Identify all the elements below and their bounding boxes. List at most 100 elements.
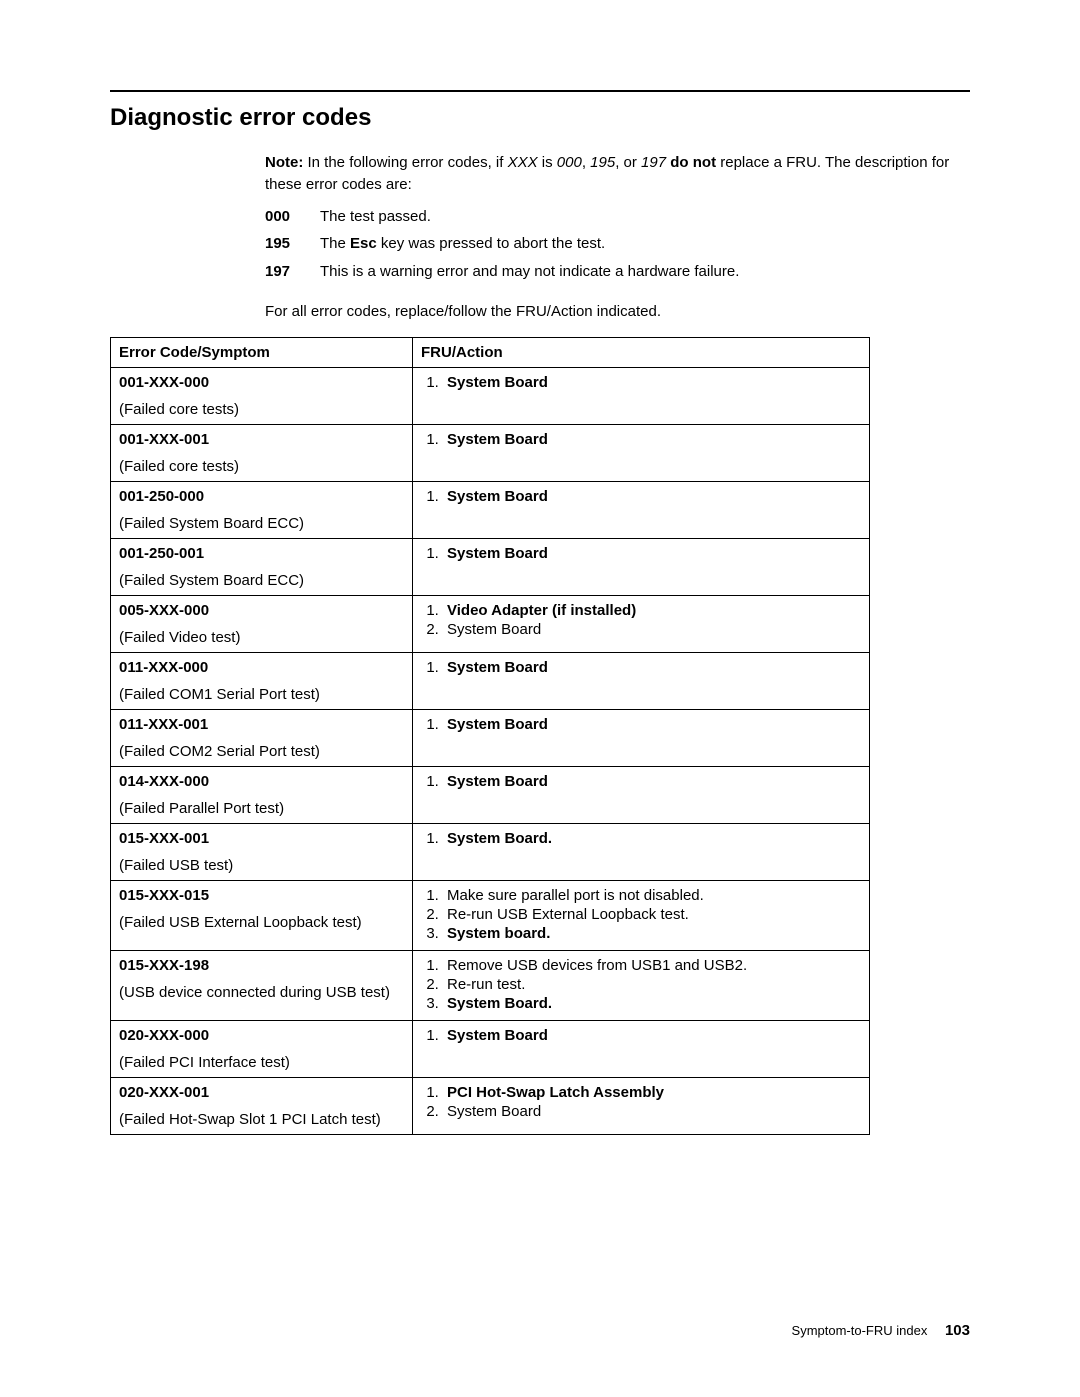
note-c1: 000 (557, 154, 582, 171)
note-sep1: , (582, 154, 590, 171)
page-title: Diagnostic error codes (110, 104, 970, 132)
action-list: System Board (421, 545, 861, 562)
error-code-cell: 015-XXX-015 (Failed USB External Loopback… (111, 880, 413, 950)
error-code-cell: 001-250-000 (Failed System Board ECC) (111, 481, 413, 538)
error-code-cell: 015-XXX-198 (USB device connected during … (111, 950, 413, 1020)
error-code-cell: 001-XXX-000 (Failed core tests) (111, 367, 413, 424)
page: Diagnostic error codes Note: In the foll… (0, 0, 1080, 1397)
table-row: 005-XXX-000(Failed Video test)Video Adap… (111, 595, 870, 652)
action-item: System Board. (443, 830, 861, 847)
error-description: (Failed USB External Loopback test) (119, 914, 404, 931)
fru-action-cell: System Board (413, 481, 870, 538)
action-item: System Board (443, 1027, 861, 1044)
table-row: 015-XXX-198 (USB device connected during … (111, 950, 870, 1020)
definition-code: 195 (265, 233, 320, 255)
table-row: 001-XXX-000 (Failed core tests) System Boa… (111, 367, 870, 424)
action-item: System Board (443, 773, 861, 790)
note-line: Note: In the following error codes, if X… (265, 152, 970, 196)
error-code: 001-XXX-001 (119, 431, 404, 448)
definition-row: 000The test passed. (265, 206, 970, 228)
error-code: 011-XXX-000 (119, 659, 404, 676)
definition-row: 197This is a warning error and may not i… (265, 261, 970, 283)
error-description: (USB device connected during USB test) (119, 984, 404, 1001)
error-code-cell: 001-XXX-001 (Failed core tests) (111, 424, 413, 481)
error-code: 001-250-001 (119, 545, 404, 562)
error-code: 015-XXX-015 (119, 887, 404, 904)
fru-action-cell: Make sure parallel port is not disabled.… (413, 880, 870, 950)
fru-action-cell: System Board (413, 766, 870, 823)
error-code: 020-XXX-000 (119, 1027, 404, 1044)
action-item: System Board (443, 488, 861, 505)
action-item: System Board (443, 431, 861, 448)
error-description: (Failed System Board ECC) (119, 515, 404, 532)
action-list: PCI Hot-Swap Latch Assembly System Board (421, 1084, 861, 1120)
action-item: Make sure parallel port is not disabled. (443, 887, 861, 904)
action-list: System Board (421, 716, 861, 733)
action-item: PCI Hot-Swap Latch Assembly (443, 1084, 861, 1101)
error-code-cell: 020-XXX-000 (Failed PCI Interface test) (111, 1020, 413, 1077)
error-code: 011-XXX-001 (119, 716, 404, 733)
action-item: Remove USB devices from USB1 and USB2. (443, 957, 861, 974)
error-description: (Failed COM2 Serial Port test) (119, 743, 404, 760)
table-row: 014-XXX-000(Failed Parallel Port test) Sy… (111, 766, 870, 823)
table-row: 011-XXX-001 (Failed COM2 Serial Port test… (111, 709, 870, 766)
action-item: Re-run USB External Loopback test. (443, 906, 861, 923)
error-code-cell: 001-250-001 (Failed System Board ECC) (111, 538, 413, 595)
error-description: (Failed core tests) (119, 401, 404, 418)
error-code: 014-XXX-000 (119, 773, 404, 790)
action-item: System Board (443, 1103, 861, 1120)
error-code: 001-250-000 (119, 488, 404, 505)
table-row: 001-250-000 (Failed System Board ECC) Syst… (111, 481, 870, 538)
definition-text: This is a warning error and may not indi… (320, 261, 970, 283)
error-code-cell: 015-XXX-001(Failed USB test) (111, 823, 413, 880)
top-rule (110, 90, 970, 92)
table-row: 015-XXX-001(Failed USB test) System Board… (111, 823, 870, 880)
fru-action-cell: PCI Hot-Swap Latch Assembly System Board (413, 1077, 870, 1134)
action-item: Video Adapter (if installed) (443, 602, 861, 619)
error-code-cell: 011-XXX-001 (Failed COM2 Serial Port test… (111, 709, 413, 766)
table-header-left: Error Code/Symptom (111, 337, 413, 367)
error-code: 015-XXX-198 (119, 957, 404, 974)
error-code: 020-XXX-001 (119, 1084, 404, 1101)
note-block: Note: In the following error codes, if X… (265, 152, 970, 323)
action-item: System Board (443, 716, 861, 733)
action-item: System board. (443, 925, 861, 942)
action-item: System Board (443, 374, 861, 391)
action-list: Video Adapter (if installed) System Board (421, 602, 861, 638)
definition-text: The test passed. (320, 206, 970, 228)
note-text-2: is (538, 154, 557, 171)
table-row: 001-XXX-001 (Failed core tests) System Boa… (111, 424, 870, 481)
action-list: System Board (421, 374, 861, 391)
error-codes-table: Error Code/Symptom FRU/Action 001-XXX-00… (110, 337, 870, 1135)
note-label: Note: (265, 154, 303, 171)
error-description: (Failed COM1 Serial Port test) (119, 686, 404, 703)
error-code-cell: 014-XXX-000(Failed Parallel Port test) (111, 766, 413, 823)
error-code-cell: 020-XXX-001(Failed Hot-Swap Slot 1 PCI L… (111, 1077, 413, 1134)
error-description: (Failed core tests) (119, 458, 404, 475)
footer-text: Symptom-to-FRU index (792, 1323, 928, 1338)
error-description: (Failed System Board ECC) (119, 572, 404, 589)
error-code-cell: 011-XXX-000 (Failed COM1 Serial Port test… (111, 652, 413, 709)
table-header-row: Error Code/Symptom FRU/Action (111, 337, 870, 367)
fru-action-cell: Video Adapter (if installed) System Board (413, 595, 870, 652)
fru-action-cell: System Board (413, 652, 870, 709)
table-row: 011-XXX-000 (Failed COM1 Serial Port test… (111, 652, 870, 709)
action-item: System Board (443, 621, 861, 638)
note-c3: 197 (641, 154, 666, 171)
note-bold: do not (666, 154, 716, 171)
error-code: 001-XXX-000 (119, 374, 404, 391)
error-description: (Failed PCI Interface test) (119, 1054, 404, 1071)
fru-action-cell: System Board (413, 367, 870, 424)
action-list: Make sure parallel port is not disabled.… (421, 887, 861, 942)
footer-page-number: 103 (945, 1322, 970, 1339)
action-list: System Board (421, 773, 861, 790)
action-list: System Board (421, 1027, 861, 1044)
action-item: System Board (443, 545, 861, 562)
code-definitions: 000The test passed. 195The Esc key was pr… (265, 206, 970, 283)
action-list: System Board (421, 488, 861, 505)
action-item: Re-run test. (443, 976, 861, 993)
error-description: (Failed Video test) (119, 629, 404, 646)
action-list: System Board (421, 659, 861, 676)
definition-text: The Esc key was pressed to abort the tes… (320, 233, 970, 255)
table-row: 001-250-001 (Failed System Board ECC) Syst… (111, 538, 870, 595)
